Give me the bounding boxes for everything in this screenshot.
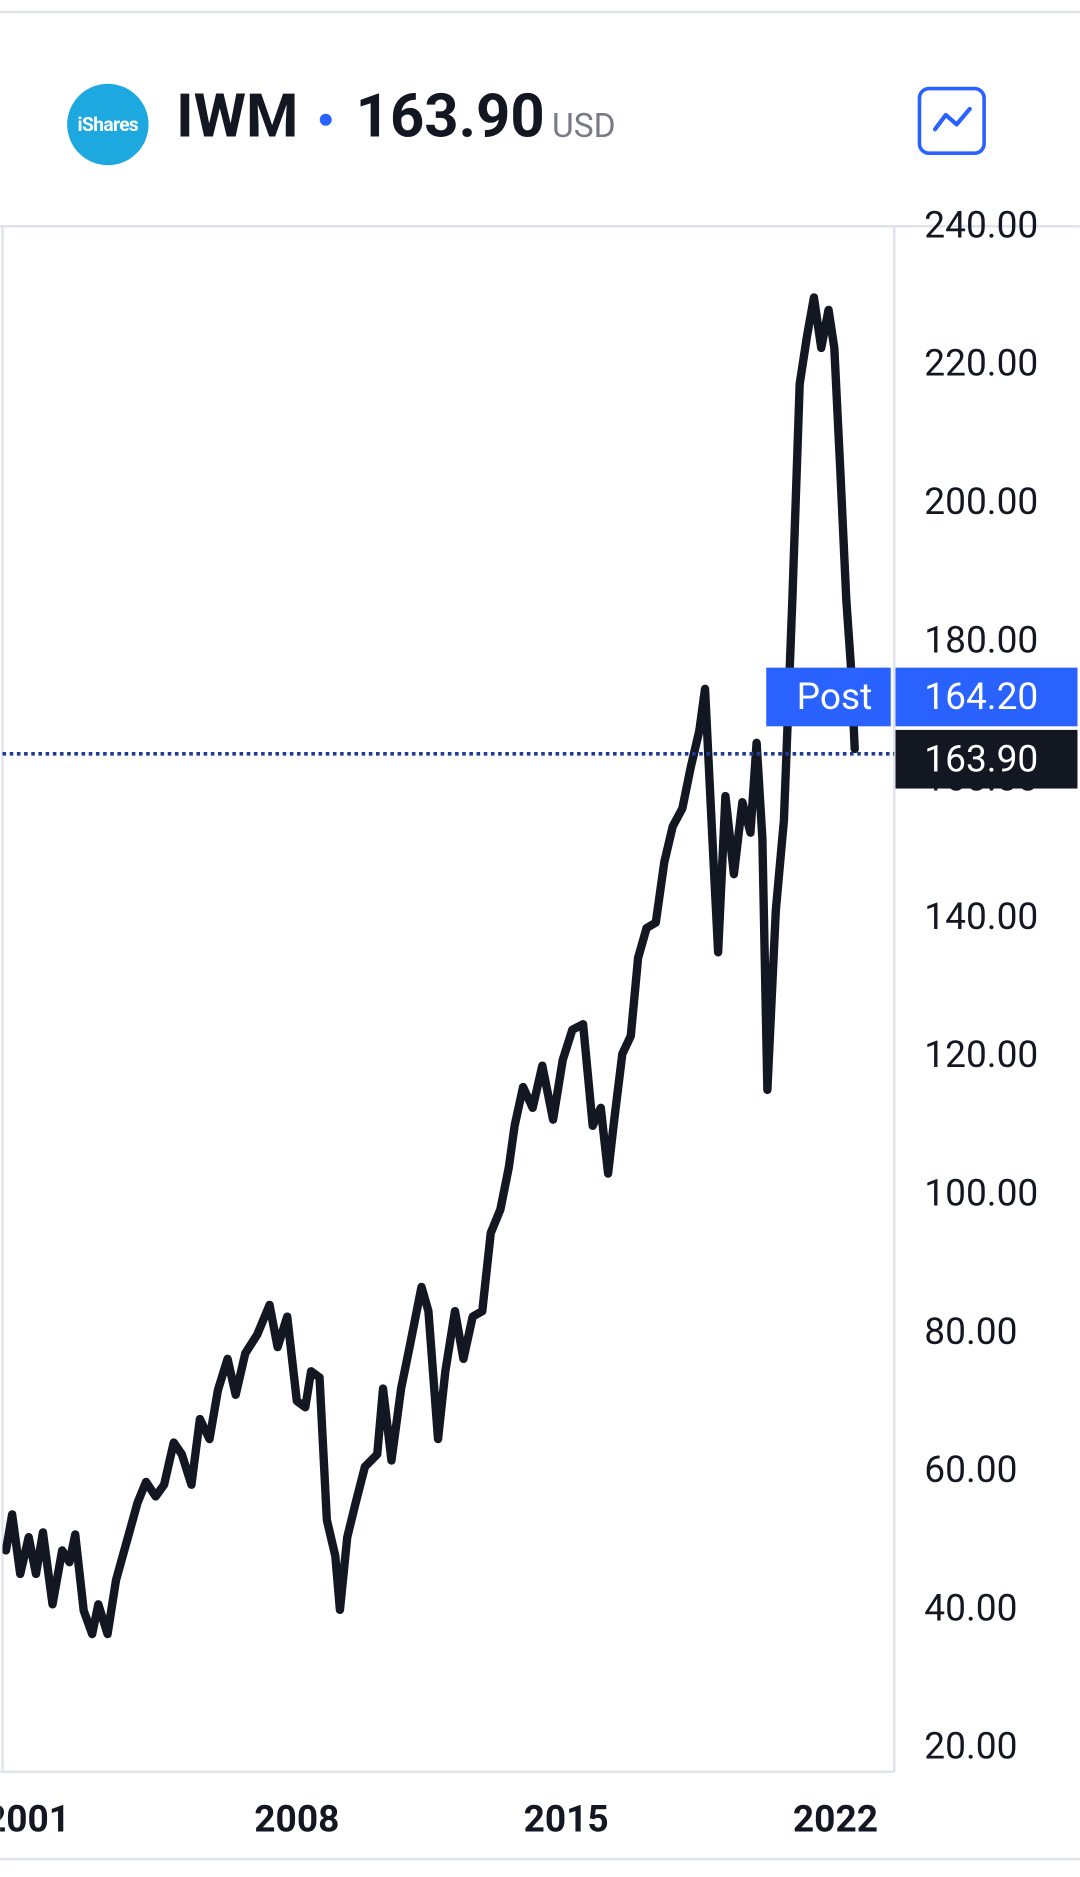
currency: USD: [552, 107, 616, 146]
price-line: [2, 293, 859, 1639]
y-tick-label: 100.00: [924, 1172, 1038, 1215]
chart-type-icon: [932, 106, 972, 132]
chart-type-button[interactable]: [917, 86, 986, 156]
price-axis: 20.00 40.00 60.00 80.00 100.00 120.00 140.00 16…: [924, 204, 1038, 1768]
y-tick-label: 180.00: [924, 619, 1038, 662]
post-label-box: [766, 667, 891, 727]
separator-dot: [319, 113, 332, 126]
y-tick-label: 40.00: [924, 1587, 1017, 1630]
symbol: IWM: [176, 81, 298, 152]
y-tick-label: 20.00: [924, 1726, 1017, 1769]
x-tick-label: 2001: [0, 1799, 70, 1842]
last-price-label: 163.90: [924, 738, 1038, 781]
y-tick-label: 220.00: [924, 343, 1038, 386]
price: 163.90: [356, 81, 545, 152]
plot: [2, 293, 895, 1639]
logo: [67, 83, 149, 166]
y-tick-label: 60.00: [924, 1449, 1017, 1492]
post-label: Post: [797, 676, 873, 719]
price-labels: Post 164.20 163.90: [766, 667, 1078, 789]
x-tick-label: 2015: [524, 1799, 609, 1842]
y-tick-label: 80.00: [924, 1311, 1017, 1354]
x-tick-label: 2008: [254, 1799, 339, 1842]
x-tick-label: 2022: [793, 1799, 878, 1842]
post-price-box: [895, 667, 1078, 727]
last-price-box: [895, 729, 1078, 789]
post-price-label: 164.20: [924, 676, 1038, 719]
y-tick-label: 120.00: [924, 1034, 1038, 1077]
logo-text: iShares: [78, 113, 139, 136]
y-tick-label: 240.00: [924, 204, 1038, 247]
y-tick-label: 200.00: [924, 481, 1038, 524]
time-axis: 2001 2008 2015 2022: [0, 1799, 878, 1842]
y-tick-label: 140.00: [924, 896, 1038, 939]
